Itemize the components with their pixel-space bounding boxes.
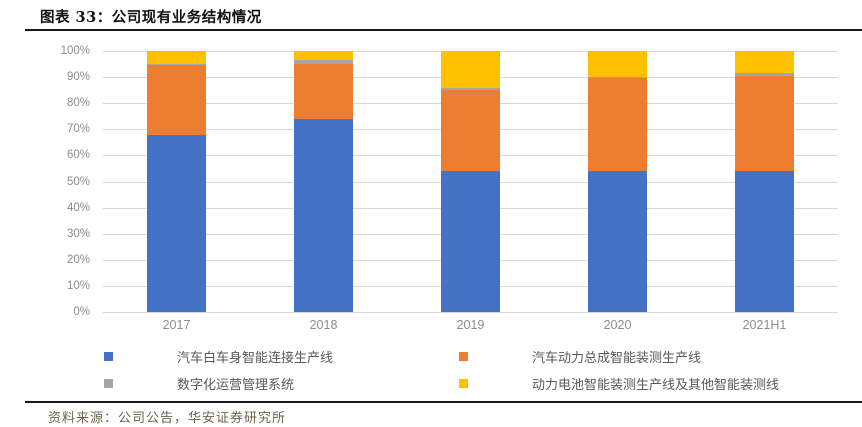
stacked-bar-2019 xyxy=(441,51,500,312)
bar-segment xyxy=(147,65,206,135)
y-tick-label: 90% xyxy=(66,71,90,84)
stacked-bar-2017 xyxy=(147,51,206,312)
stacked-bar-2021H1 xyxy=(735,51,794,312)
bar-segment xyxy=(147,51,206,65)
bar-segment xyxy=(588,171,647,312)
bar-segment xyxy=(147,64,206,66)
legend-item: 动力电池智能装测生产线及其他智能装测线 xyxy=(459,374,838,392)
bar-segment xyxy=(294,51,353,61)
y-tick-label: 10% xyxy=(66,279,90,292)
bar-segment xyxy=(147,134,206,312)
legend-swatch-icon xyxy=(459,378,468,388)
stacked-bar-2020 xyxy=(588,51,647,312)
x-tick-label: 2017 xyxy=(162,318,191,332)
bar-segment xyxy=(294,118,353,312)
gridline xyxy=(103,312,838,313)
bar-segment xyxy=(441,51,500,88)
bar-slot-2017 xyxy=(103,51,250,312)
x-tick-label: 2020 xyxy=(603,318,632,332)
bar-segment xyxy=(294,60,353,65)
y-tick-label: 0% xyxy=(73,306,90,318)
bar-segment xyxy=(441,171,500,312)
chart-title: 图表 33：公司现有业务结构情况 xyxy=(40,9,262,26)
bar-slot-2020 xyxy=(544,51,691,312)
legend-label: 汽车动力总成智能装测生产线 xyxy=(532,349,702,365)
bar-segment xyxy=(588,77,647,79)
legend-swatch-icon xyxy=(459,351,468,361)
bar-segment xyxy=(441,87,500,91)
bar-segment xyxy=(588,78,647,172)
legend: 汽车白车身智能连接生产线 汽车动力总成智能装测生产线数字化运营管理系统 动力电池智能… xyxy=(104,347,838,392)
y-tick-label: 70% xyxy=(66,123,90,136)
legend-label: 汽车白车身智能连接生产线 xyxy=(177,349,334,365)
legend-item: 汽车白车身智能连接生产线 xyxy=(104,347,459,365)
bar-slot-2021H1 xyxy=(691,51,838,312)
y-tick-label: 20% xyxy=(66,253,90,266)
legend-label: 动力电池智能装测生产线及其他智能装测线 xyxy=(532,376,780,392)
x-tick-label: 2019 xyxy=(456,318,485,332)
bar-segment xyxy=(588,51,647,78)
legend-item: 汽车动力总成智能装测生产线 xyxy=(459,347,838,365)
x-tick-label: 2018 xyxy=(309,318,338,332)
y-tick-label: 60% xyxy=(66,149,90,162)
bar-segment xyxy=(735,73,794,76)
x-tick-label: 2021H1 xyxy=(742,318,787,332)
legend-swatch-icon xyxy=(104,378,113,388)
y-tick-label: 80% xyxy=(66,97,90,110)
legend-swatch-icon xyxy=(104,351,113,361)
bar-slot-2019 xyxy=(397,51,544,312)
y-tick-label: 100% xyxy=(60,45,90,57)
bar-segment xyxy=(441,90,500,172)
y-tick-label: 40% xyxy=(66,201,90,214)
bars-container xyxy=(103,51,838,312)
source-note: 资料来源：公司公告，华安证券研究所 xyxy=(48,411,287,426)
y-axis-labels: 0% 10% 20% 30% 40% 50% 60% 70% 80% 90% 100% xyxy=(30,45,96,318)
y-tick-label: 50% xyxy=(66,175,90,188)
title-divider xyxy=(25,29,862,31)
bar-segment xyxy=(735,75,794,172)
x-axis-labels: 2017 2018 2019 2020 2021H1 xyxy=(103,318,838,332)
bar-segment xyxy=(735,171,794,312)
footer-divider xyxy=(25,401,862,403)
bar-segment xyxy=(735,51,794,74)
y-tick-label: 30% xyxy=(66,227,90,240)
bar-segment xyxy=(294,64,353,119)
legend-label: 数字化运营管理系统 xyxy=(177,376,295,392)
stacked-bar-2018 xyxy=(294,51,353,312)
plot-area xyxy=(103,51,838,313)
legend-item: 数字化运营管理系统 xyxy=(104,374,459,392)
bar-slot-2018 xyxy=(250,51,397,312)
